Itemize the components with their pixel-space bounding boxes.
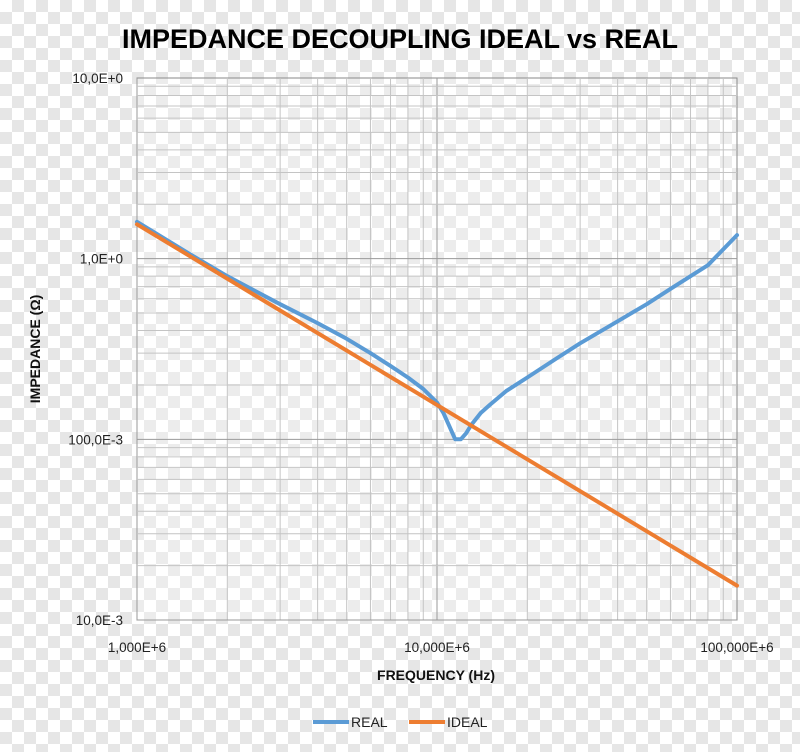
y-tick-label: 1,0E+0 [80,252,123,267]
legend-label-ideal: IDEAL [447,714,488,730]
x-tick-label: 100,000E+6 [700,640,773,655]
legend-label-real: REAL [351,714,388,730]
legend: REAL IDEAL [313,714,488,730]
y-tick-label: 10,0E+0 [72,71,123,86]
series-lines [135,219,739,588]
x-tick-label: 10,000E+6 [404,640,470,655]
series-line-ideal [135,222,739,588]
y-tick-label: 100,0E-3 [68,432,123,447]
grid [136,78,737,621]
x-tick-label: 1,000E+6 [108,640,166,655]
x-axis-title: FREQUENCY (Hz) [377,667,495,683]
series-line-real [135,219,739,442]
y-axis-title: IMPEDANCE (Ω) [27,295,43,403]
y-tick-label: 10,0E-3 [76,613,123,628]
tick-labels: 1,000E+6 10,000E+6 100,000E+6 10,0E+0 1,0E+0… [68,71,773,655]
chart-title: IMPEDANCE DECOUPLING IDEAL vs REAL [122,24,678,54]
